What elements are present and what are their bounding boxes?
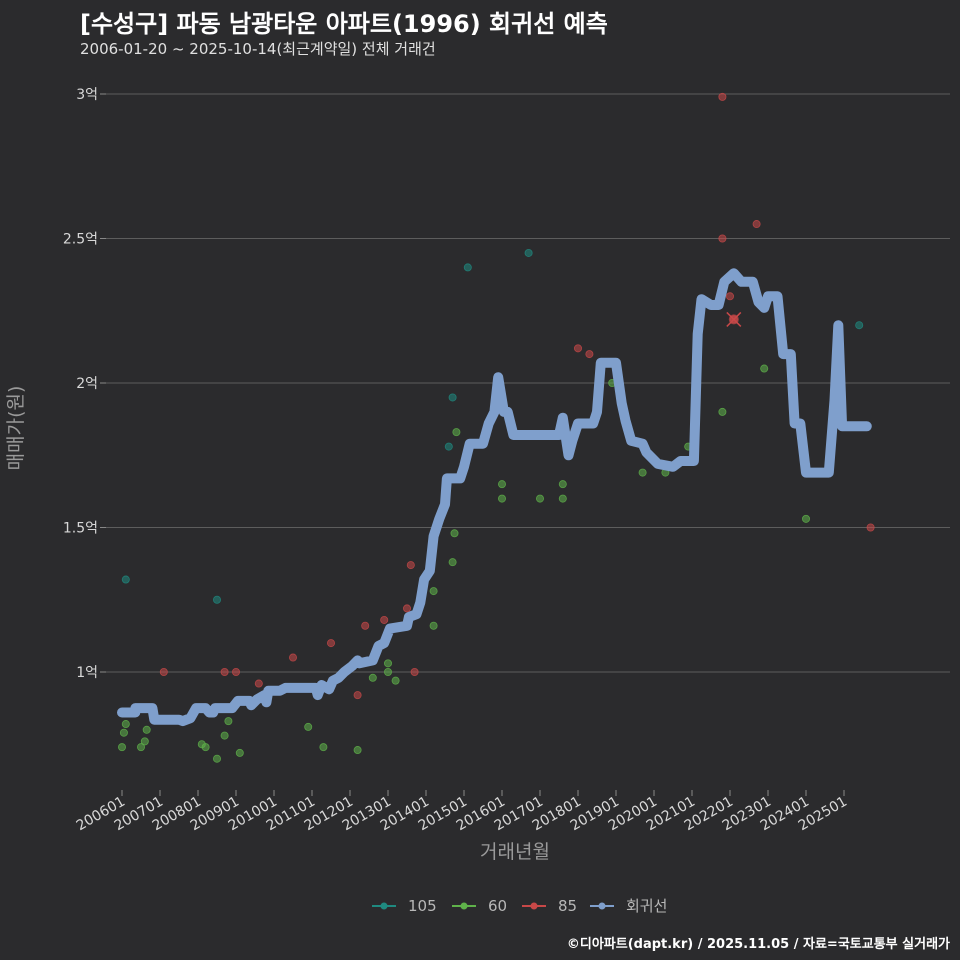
data-point-60: [353, 746, 362, 755]
data-point-60: [136, 743, 145, 752]
data-point-105: [121, 575, 130, 584]
data-point-60: [319, 743, 328, 752]
data-point-60: [429, 621, 438, 630]
data-point-85: [380, 615, 389, 624]
legend-swatch-dot: [530, 902, 538, 910]
legend: 105 60 85 회귀선: [372, 897, 667, 915]
data-point-60: [212, 754, 221, 763]
data-point-85: [574, 344, 583, 353]
data-point-60: [450, 529, 459, 538]
scatter-points: [118, 92, 875, 763]
data-point-105: [212, 595, 221, 604]
data-point-85: [326, 639, 335, 648]
x-axis-label: 거래년월: [480, 841, 550, 863]
highlight-cross: [726, 311, 742, 327]
y-tick-label: 2억: [76, 376, 98, 392]
data-point-85: [752, 220, 761, 229]
data-point-60: [201, 743, 210, 752]
y-tick-label: 3억: [76, 87, 98, 103]
data-point-85: [231, 668, 240, 677]
data-point-60: [558, 494, 567, 503]
data-point-60: [448, 558, 457, 567]
data-point-60: [368, 673, 377, 682]
legend-label: 105: [408, 897, 437, 915]
data-point-105: [855, 321, 864, 330]
regression-line-layer: [117, 268, 872, 727]
data-point-60: [391, 676, 400, 685]
data-point-60: [304, 722, 313, 731]
y-tick-label: 1억: [76, 665, 98, 681]
data-point-60: [429, 587, 438, 596]
data-point-60: [383, 668, 392, 677]
data-point-105: [444, 442, 453, 451]
legend-label: 60: [488, 897, 507, 915]
regression-line: [117, 268, 872, 727]
data-point-60: [224, 717, 233, 726]
data-point-60: [142, 725, 151, 734]
y-tick-label: 2.5억: [63, 232, 98, 248]
data-point-60: [452, 428, 461, 437]
x-axis-ticks: 2006012007012008012009012010012011012012…: [74, 790, 850, 834]
data-point-60: [383, 659, 392, 668]
data-point-60: [638, 468, 647, 477]
data-point-85: [866, 523, 875, 532]
data-point-85: [402, 604, 411, 613]
data-point-85: [585, 350, 594, 359]
y-axis-label: 매매가(원): [5, 386, 27, 471]
data-point-105: [524, 248, 533, 257]
legend-swatch-dot: [380, 902, 388, 910]
data-point-60: [760, 364, 769, 373]
data-point-60: [718, 407, 727, 416]
data-point-60: [118, 743, 127, 752]
data-point-60: [121, 720, 130, 729]
data-point-85: [726, 292, 735, 301]
data-point-60: [497, 494, 506, 503]
y-gridlines: [106, 93, 950, 673]
data-point-60: [140, 737, 149, 746]
data-point-105: [463, 263, 472, 272]
data-point-105: [448, 393, 457, 402]
data-point-85: [254, 679, 263, 688]
data-point-60: [536, 494, 545, 503]
data-point-60: [558, 480, 567, 489]
data-point-60: [119, 728, 128, 737]
data-point-85: [718, 234, 727, 243]
data-point-85: [361, 621, 370, 630]
data-point-60: [802, 514, 811, 523]
y-axis-ticks: 1억 1.5억 2억 2.5억 3억: [63, 87, 106, 681]
y-tick-label: 1.5억: [63, 521, 98, 537]
source-credit: ©디아파트(dapt.kr) / 2025.11.05 / 자료=국토교통부 실…: [566, 937, 950, 952]
data-point-85: [288, 653, 297, 662]
legend-swatch-dot: [460, 902, 468, 910]
data-point-85: [353, 691, 362, 700]
highlight-layer: [726, 311, 742, 327]
legend-label: 85: [558, 897, 577, 915]
data-point-60: [220, 731, 229, 740]
regression-chart: 1억 1.5억 2억 2.5억 3억 2006012007012008012009012…: [5, 87, 950, 915]
data-point-85: [220, 668, 229, 677]
data-point-85: [410, 668, 419, 677]
data-point-85: [718, 92, 727, 101]
legend-label: 회귀선: [626, 897, 667, 915]
chart-subtitle: 2006-01-20 ~ 2025-10-14(최근계약일) 전체 거래건: [80, 40, 436, 58]
data-point-85: [159, 668, 168, 677]
data-point-60: [497, 480, 506, 489]
chart-title: [수성구] 파동 남광타운 아파트(1996) 회귀선 예측: [80, 10, 608, 38]
data-point-60: [235, 748, 244, 757]
data-point-85: [406, 561, 415, 570]
legend-swatch-dot: [598, 902, 606, 910]
